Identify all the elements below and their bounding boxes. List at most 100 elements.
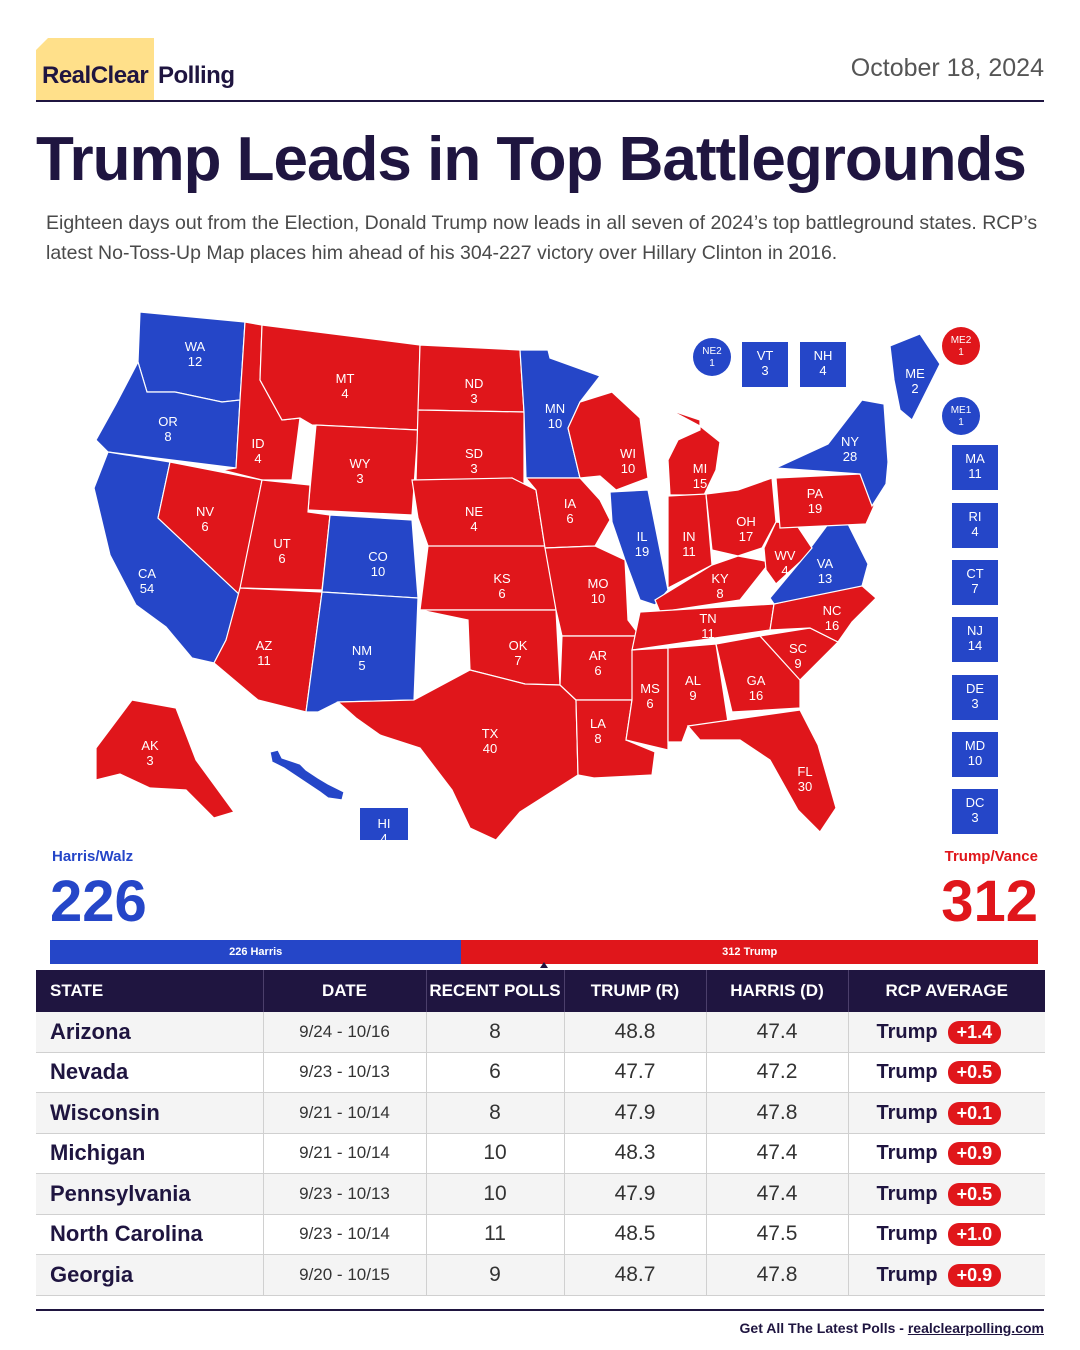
footer-link[interactable]: realclearpolling.com [907,1320,1044,1336]
harris-value-cell: 47.4 [705,1012,848,1053]
district-me1[interactable] [942,397,980,435]
state-tx[interactable] [336,669,579,840]
harris-value-cell: 47.4 [705,1133,848,1174]
table-row[interactable]: Arizona 9/24 - 10/16 8 48.8 47.4 Trump +1… [36,1012,1045,1053]
state-hi[interactable] [269,749,345,801]
logo-fold [36,38,48,50]
table-row[interactable]: North Carolina 9/23 - 10/14 11 48.5 47.5… [36,1214,1045,1255]
state-nv-label: NV 6 [196,504,214,534]
date-cell: 9/23 - 10/13 [262,1173,426,1215]
page-subtitle: Eighteen days out from the Election, Don… [46,212,1038,264]
state-cell: Pennsylvania [36,1173,263,1215]
margin-badge: +1.0 [947,1223,1002,1247]
state-ok[interactable] [419,609,561,686]
table-row[interactable]: Pennsylvania 9/23 - 10/13 10 47.9 47.4 T… [36,1173,1045,1215]
state-vt-label: VT 3 [757,348,774,378]
state-sd-label: SD 3 [465,446,483,476]
state-mo[interactable] [544,545,642,637]
electoral-map: WA 12 OR 8 CA 54 NV 6 ID 4 MT 4 WY 3 UT 6 AZ 11 CO 10 NM 5 ND 3… [93,311,998,840]
state-cell: Arizona [36,1012,263,1053]
district-me2[interactable] [942,327,980,365]
state-ma-label: MA 11 [965,451,985,481]
state-de-label: DE 3 [966,681,984,711]
table-row[interactable]: Nevada 9/23 - 10/13 6 47.7 47.2 Trump +0.… [36,1052,1045,1093]
state-ma-box[interactable] [952,445,998,490]
state-oh[interactable] [705,477,777,557]
district-ne2[interactable] [693,338,731,376]
rcp-average-cell: Trump +0.5 [847,1052,1045,1093]
rcp-average-cell: Trump +1.4 [847,1012,1045,1053]
trump-value-cell: 48.3 [563,1133,706,1174]
state-hi-box[interactable] [360,808,408,840]
table-row[interactable]: Michigan 9/21 - 10/14 10 48.3 47.4 Trump… [36,1133,1045,1174]
dem-electoral-total: 226 [50,869,147,934]
state-tx-label: TX 40 [482,726,499,756]
state-nj-box[interactable] [952,617,998,662]
rcp-average-cell: Trump +0.5 [847,1173,1045,1215]
leader-name: Trump [876,1061,938,1084]
date-cell: 9/23 - 10/13 [262,1052,426,1093]
rep-ticket-name: Trump/Vance [944,848,1038,865]
state-nh-box[interactable] [800,342,846,387]
harris-value-cell: 47.2 [705,1052,848,1093]
state-wa-label: WA 12 [185,339,206,369]
state-ia-label: IA 6 [564,496,577,526]
rcp-average-cell: Trump +1.0 [847,1214,1045,1255]
state-wy-label: WY 3 [350,456,371,486]
state-az-label: AZ 11 [256,638,273,668]
trump-value-cell: 48.5 [563,1214,706,1255]
state-nh-label: NH 4 [814,348,833,378]
state-ms[interactable] [625,647,669,751]
state-la-label: LA 8 [590,716,606,746]
state-wy[interactable] [307,424,419,516]
table-row[interactable]: Wisconsin 9/21 - 10/14 8 47.9 47.8 Trump… [36,1092,1045,1134]
state-cell: Michigan [36,1133,263,1174]
polls-count-cell: 8 [425,1012,564,1053]
state-wi[interactable] [567,391,649,491]
leader-name: Trump [876,1223,938,1246]
table-header-row: STATE DATE RECENT POLLS TRUMP (R) HARRIS… [36,970,1045,1012]
col-header-rcp-average: RCP AVERAGE [847,970,1045,1012]
date-cell: 9/21 - 10/14 [262,1092,426,1134]
state-md-label: MD 10 [965,738,985,768]
state-ak[interactable] [95,699,235,819]
state-fl-label: FL 30 [797,764,812,794]
state-de-box[interactable] [952,675,998,720]
trump-value-cell: 47.9 [563,1092,706,1134]
state-ny[interactable] [775,399,889,508]
state-mi[interactable] [667,409,721,496]
state-fl[interactable] [686,709,837,833]
electoral-vote-bar: 226 Harris 312 Trump [50,940,1038,964]
col-header-harris: HARRIS (D) [705,970,848,1012]
margin-badge: +1.4 [947,1020,1002,1044]
district-me1-label: ME1 1 [951,405,972,428]
footer: Get All The Latest Polls - realclearpoll… [740,1320,1044,1336]
state-cell: Wisconsin [36,1092,263,1134]
state-ct-box[interactable] [952,560,998,605]
leader-name: Trump [876,1020,938,1043]
state-mo-label: MO 10 [588,576,609,606]
state-ky-label: KY 8 [711,571,729,601]
rep-bar-segment: 312 Trump [461,940,1038,964]
state-il[interactable] [609,489,669,606]
state-nd-label: ND 3 [465,376,484,406]
state-vt-box[interactable] [742,342,788,387]
state-cell: Georgia [36,1254,263,1296]
state-md-box[interactable] [952,732,998,777]
col-header-recent-polls: RECENT POLLS [425,970,564,1012]
state-me[interactable] [889,333,941,421]
state-wi-label: WI 10 [620,446,636,476]
logo-primary-text: RealClear [42,62,149,89]
state-labels: WA 12 OR 8 CA 54 NV 6 ID 4 MT 4 WY 3 UT 6 AZ 11 CO 10 NM 5 ND 3… [138,335,985,840]
state-ks[interactable] [419,545,557,611]
trump-value-cell: 47.9 [563,1173,706,1215]
state-pa[interactable] [775,473,875,529]
state-dc-box[interactable] [952,789,998,834]
state-ia[interactable] [524,477,611,549]
realclear-polling-logo[interactable]: RealClear Polling [36,38,236,100]
table-row[interactable]: Georgia 9/20 - 10/15 9 48.7 47.8 Trump +0… [36,1254,1045,1296]
leader-name: Trump [876,1142,938,1165]
state-ri-box[interactable] [952,503,998,548]
state-ms-label: MS 6 [640,681,660,711]
state-ks-label: KS 6 [493,571,511,601]
